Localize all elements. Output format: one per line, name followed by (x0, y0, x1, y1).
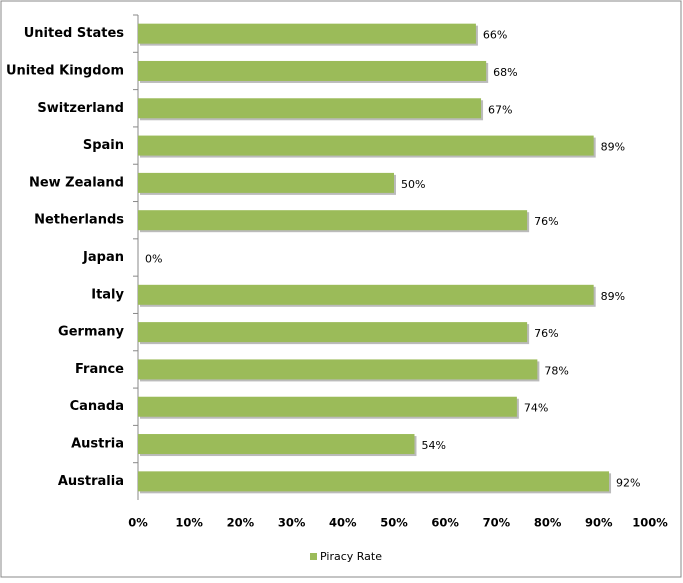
value-label: 78% (544, 364, 568, 377)
x-tick-label: 50% (380, 516, 408, 530)
y-tick-label: Netherlands (34, 213, 124, 228)
value-label: 50% (401, 178, 425, 191)
x-tick-label: 30% (278, 516, 306, 530)
bar (138, 172, 394, 193)
y-tick-label: Japan (82, 250, 124, 265)
bar (138, 23, 476, 44)
y-tick-label: Canada (70, 399, 124, 414)
y-tick-label: Spain (83, 138, 124, 153)
bar (138, 135, 594, 156)
value-label: 67% (488, 103, 512, 116)
x-tick-label: 90% (585, 516, 613, 530)
x-tick-label: 10% (175, 516, 203, 530)
bar (138, 284, 594, 305)
x-tick-label: 60% (431, 516, 459, 530)
x-tick-label: 40% (329, 516, 357, 530)
x-tick-label: 80% (534, 516, 562, 530)
y-tick-label: Austria (71, 437, 124, 452)
bar (138, 322, 528, 343)
bar (138, 396, 517, 417)
x-tick-label: 70% (483, 516, 511, 530)
legend-marker (310, 553, 317, 560)
value-label: 54% (421, 439, 445, 452)
y-tick-label: United Kingdom (6, 63, 124, 78)
value-label: 76% (534, 215, 558, 228)
bar (138, 434, 415, 455)
legend-label: Piracy Rate (320, 550, 382, 563)
value-label: 89% (601, 290, 625, 303)
y-tick-label: France (75, 362, 124, 377)
y-tick-label: Germany (58, 325, 124, 340)
y-tick-label: New Zealand (29, 175, 124, 190)
bar (138, 60, 487, 81)
bar (138, 210, 528, 231)
y-tick-label: Switzerland (37, 101, 124, 116)
value-label: 0% (145, 253, 162, 266)
value-label: 66% (483, 29, 507, 42)
value-label: 92% (616, 476, 640, 489)
x-tick-label: 20% (227, 516, 255, 530)
value-label: 74% (524, 402, 548, 415)
value-label: 89% (601, 141, 625, 154)
y-tick-label: Italy (91, 287, 124, 302)
bar (138, 471, 610, 492)
x-tick-label: 100% (632, 516, 668, 530)
bar (138, 359, 538, 380)
bar (138, 98, 482, 119)
y-tick-label: Australia (58, 474, 124, 489)
value-label: 68% (493, 66, 517, 79)
value-label: 76% (534, 327, 558, 340)
x-tick-label: 0% (128, 516, 148, 530)
y-tick-label: United States (24, 26, 125, 41)
